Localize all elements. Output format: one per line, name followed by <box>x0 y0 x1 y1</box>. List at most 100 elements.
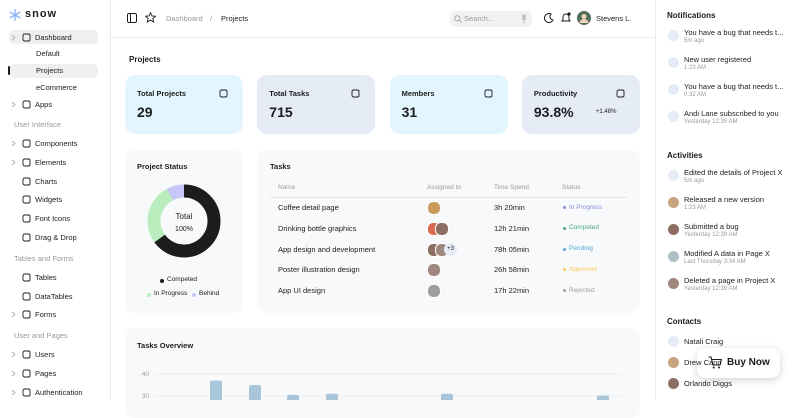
icon-shape <box>22 369 31 378</box>
buy-now-button[interactable] <box>697 348 780 378</box>
menu-item[interactable]: Apps <box>35 100 53 109</box>
menu-item[interactable]: Pages <box>35 369 57 378</box>
menu-item[interactable]: Components <box>35 139 78 148</box>
contact-icon <box>668 357 679 368</box>
theme-icon[interactable] <box>544 13 554 23</box>
activity-text: Submitted a bug <box>684 223 739 231</box>
activity-text: Modified A data in Page X <box>684 250 770 258</box>
menu-item[interactable]: Charts <box>35 176 58 186</box>
page: snow Dashboard / Projects Search... Stev… <box>0 0 784 400</box>
menu-item[interactable]: Authentication <box>35 387 83 397</box>
chevron[interactable] <box>11 34 16 41</box>
stat-icon <box>484 89 493 98</box>
buy-now-label[interactable]: Buy Now <box>727 357 770 368</box>
chevron-shape <box>11 312 16 318</box>
activity-text: Released a new version <box>684 196 765 204</box>
notification-icon <box>668 30 679 41</box>
legend-label: Competed <box>167 276 197 283</box>
cart-icon <box>708 356 722 369</box>
user-name[interactable]: Stevens L. <box>596 15 632 23</box>
menu-icon <box>22 273 31 282</box>
task-status: In Progress <box>569 203 603 211</box>
status-dot <box>563 247 566 251</box>
chevron[interactable] <box>11 140 16 147</box>
menu-icon <box>22 33 31 42</box>
menu-item[interactable]: Drag & Drop <box>35 233 77 242</box>
notification-time: 0:32 AM <box>684 92 707 98</box>
contact-name[interactable]: Orlando Diggs <box>684 379 732 388</box>
notification-text: You have a bug that needs t... <box>684 29 784 37</box>
donut-center-value: 100% <box>175 226 193 233</box>
submenu-item[interactable]: eCommerce <box>36 83 77 92</box>
mic-icon[interactable] <box>521 14 527 24</box>
bar <box>441 393 453 400</box>
task-status: Competed <box>569 224 599 232</box>
chevron[interactable] <box>11 389 16 396</box>
menu-item[interactable]: Dashboard <box>35 33 72 42</box>
icon-shape <box>616 89 625 98</box>
menu-icon <box>22 388 31 397</box>
legend-label: Behind <box>199 290 220 297</box>
status-dot <box>563 268 566 272</box>
user-avatar[interactable] <box>577 11 591 25</box>
selected-item-bg[interactable] <box>9 64 98 78</box>
assignee-avatar <box>427 263 441 278</box>
contact-name[interactable]: Natali Craig <box>684 337 724 346</box>
sidebar-toggle-icon[interactable] <box>127 13 137 23</box>
icon-shape <box>219 89 228 98</box>
activity-icon <box>668 170 679 181</box>
stat-icon <box>219 89 228 98</box>
search-placeholder[interactable]: Search... <box>464 14 495 23</box>
notification-time: Yesterday 12:39 AM <box>684 119 738 125</box>
menu-item[interactable]: Elements <box>35 157 67 167</box>
stat-card <box>389 75 508 134</box>
menu-icon <box>22 350 31 359</box>
sidebar <box>0 0 111 400</box>
chevron[interactable] <box>11 159 16 166</box>
icon-shape <box>22 139 31 148</box>
menu-icon <box>22 100 31 109</box>
icon-shape <box>22 292 31 301</box>
menu-item[interactable]: Font Icons <box>35 214 71 224</box>
search-box[interactable] <box>450 11 532 27</box>
card-title: Tasks Overview <box>137 341 194 350</box>
table-header: Name <box>278 184 296 191</box>
star-icon[interactable] <box>145 12 156 23</box>
donut-center-label: Total <box>175 212 193 221</box>
stat-value: 93.8% <box>533 104 574 120</box>
chevron[interactable] <box>11 351 16 358</box>
activity-time: 5m ago <box>684 178 705 184</box>
menu-icon <box>22 214 31 223</box>
stat-label: Total Tasks <box>269 89 310 98</box>
icon-shape <box>22 350 31 359</box>
topbar-divider <box>111 37 655 38</box>
task-name: Coffee detail page <box>278 203 339 212</box>
card-title: Tasks <box>270 162 291 171</box>
bar <box>210 380 222 400</box>
menu-item[interactable]: DataTables <box>35 291 73 301</box>
panel-title: Notifications <box>667 11 716 20</box>
menu-item[interactable]: Tables <box>35 272 57 282</box>
submenu-item[interactable]: Default <box>36 49 60 58</box>
panel-title: Activities <box>667 151 703 160</box>
chevron[interactable] <box>11 311 16 318</box>
menu-item[interactable]: Forms <box>35 310 57 320</box>
table-header: Status <box>562 184 581 191</box>
active-item-bg[interactable] <box>9 30 98 44</box>
legend-dot <box>147 292 151 297</box>
chevron[interactable] <box>11 370 16 377</box>
chevron[interactable] <box>11 101 16 108</box>
contact-name[interactable]: Drew Cano <box>684 358 722 367</box>
legend-dot <box>160 278 164 283</box>
task-time: 26h 58min <box>494 265 530 275</box>
chevron-shape <box>11 159 16 166</box>
breadcrumb-item[interactable]: Dashboard <box>166 14 203 23</box>
menu-item[interactable]: Widgets <box>35 195 63 205</box>
breadcrumb-current: Projects <box>221 14 249 23</box>
task-status: Pending <box>569 245 593 253</box>
assignee-avatar <box>427 284 441 299</box>
submenu-item[interactable]: Projects <box>36 66 64 75</box>
bell-icon[interactable] <box>561 12 571 24</box>
notification-time: 1:23 AM <box>684 65 707 71</box>
menu-item[interactable]: Users <box>35 350 55 360</box>
